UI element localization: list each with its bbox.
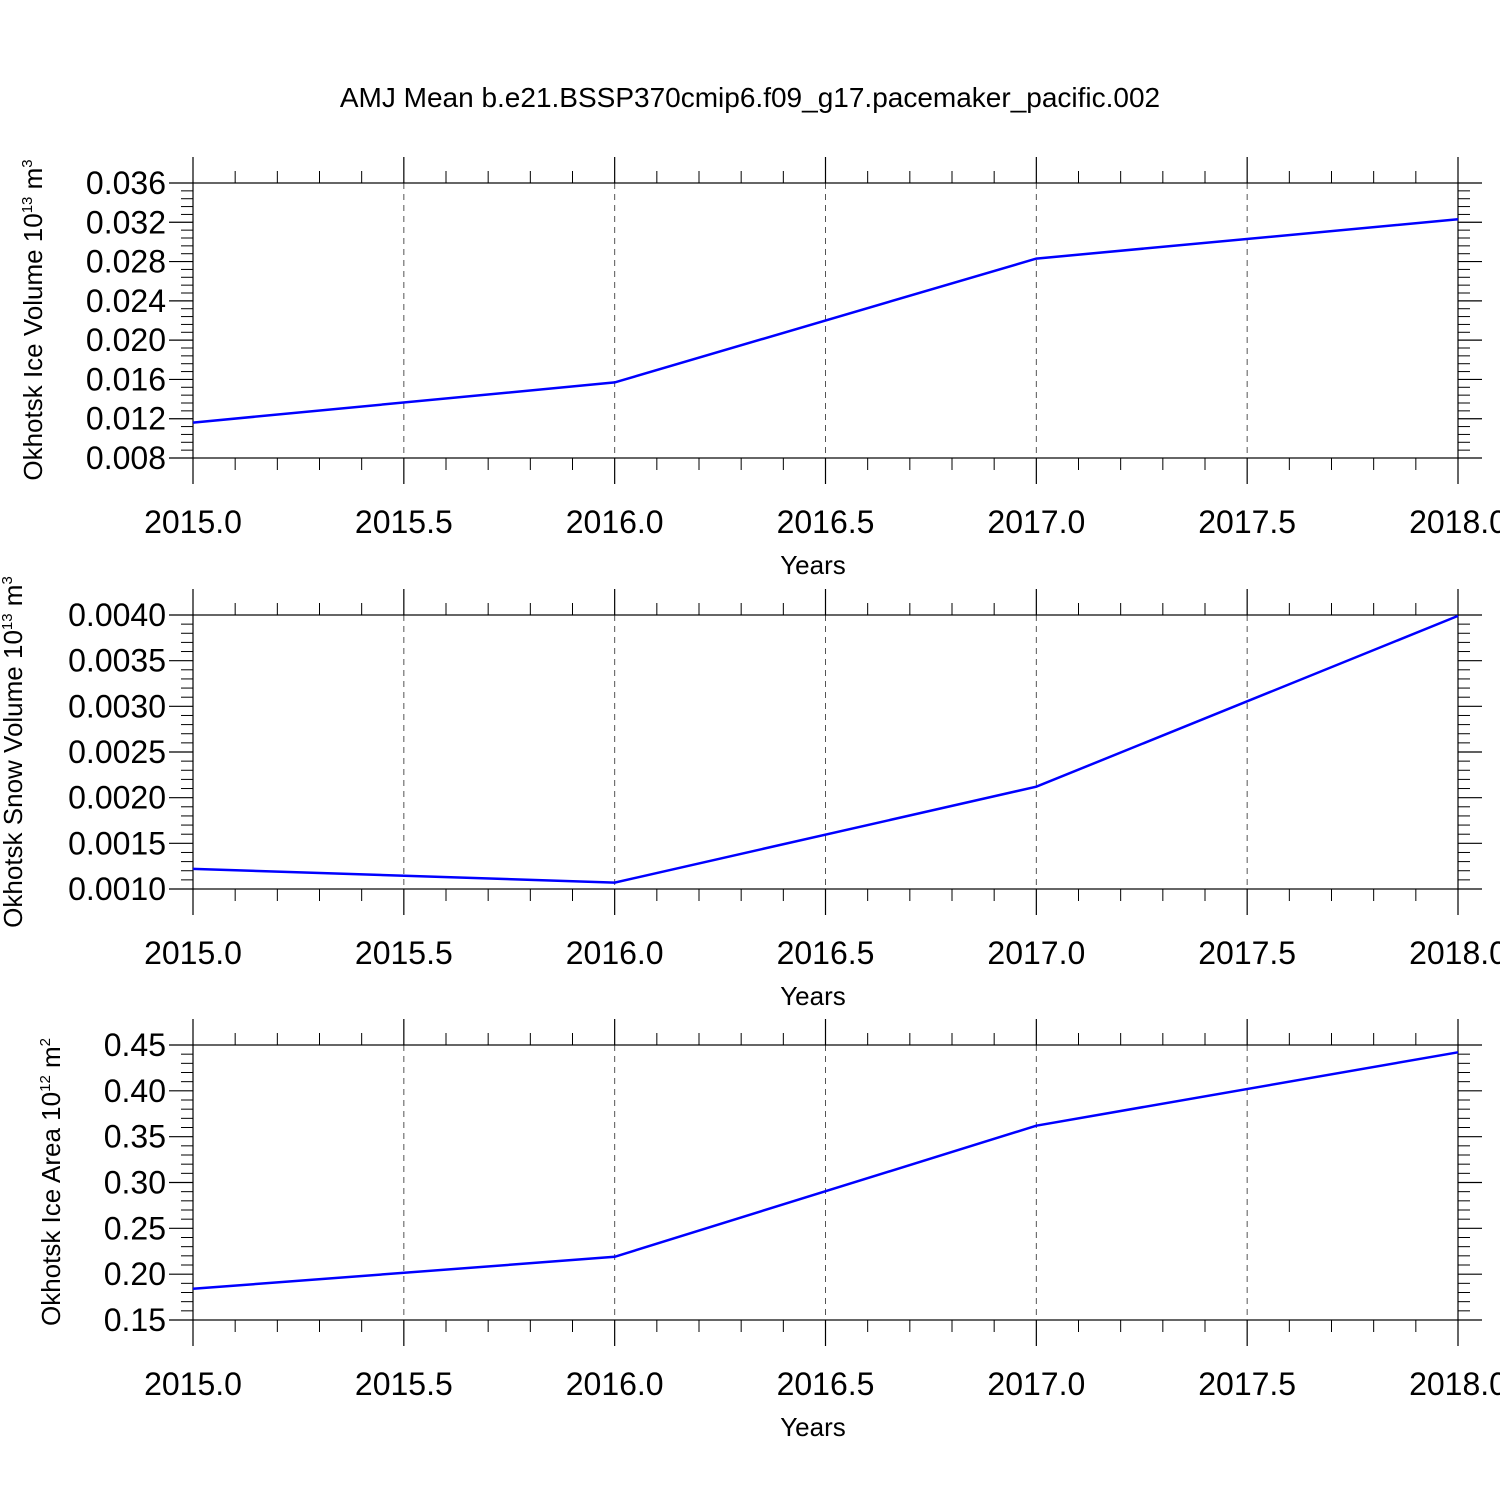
y-tick-label: 0.0040 (68, 597, 166, 633)
panel-snow-volume: Okhotsk Snow Volume 1013 m3 Years 2015.0… (0, 576, 1500, 1011)
x-tick-label: 2016.0 (566, 504, 664, 540)
panel-ice-area: Okhotsk Ice Area 1012 m2 Years 2015.0 201… (36, 1019, 1500, 1442)
y-tick-label: 0.30 (104, 1165, 166, 1201)
y-axis-label: Okhotsk Snow Volume 1013 m3 (0, 576, 28, 928)
x-tick-label: 2015.5 (355, 1366, 453, 1402)
y-tick-label: 0.35 (104, 1119, 166, 1155)
y-tick-label: 0.012 (86, 401, 166, 437)
y-tick-label: 0.40 (104, 1073, 166, 1109)
x-tick-label: 2015.0 (144, 504, 242, 540)
y-tick-label: 0.0010 (68, 871, 166, 907)
x-tick-label: 2015.0 (144, 935, 242, 971)
x-tick-label: 2015.0 (144, 1366, 242, 1402)
y-tick-label: 0.020 (86, 322, 166, 358)
panel-ice-volume: Okhotsk Ice Volume 1013 m3 Years 2015.0 2… (18, 157, 1500, 580)
y-tick-label: 0.0015 (68, 825, 166, 861)
series-line (192, 1051, 1459, 1291)
y-tick-label: 0.0035 (68, 643, 166, 679)
x-tick-label: 2016.5 (777, 504, 875, 540)
series-line (192, 614, 1459, 884)
y-tick-label: 0.20 (104, 1256, 166, 1292)
x-tick-label: 2016.5 (777, 1366, 875, 1402)
y-tick-label: 0.15 (104, 1302, 166, 1338)
y-tick-label: 0.0025 (68, 734, 166, 770)
x-tick-label: 2018.0 (1409, 935, 1500, 971)
chart-title: AMJ Mean b.e21.BSSP370cmip6.f09_g17.pace… (340, 82, 1160, 113)
x-axis-label: Years (780, 1412, 846, 1442)
y-axis-label: Okhotsk Ice Area 1012 m2 (36, 1038, 66, 1326)
x-tick-label: 2017.0 (987, 935, 1085, 971)
y-tick-label: 0.036 (86, 165, 166, 201)
y-tick-label: 0.45 (104, 1027, 166, 1063)
x-axis-label: Years (780, 981, 846, 1011)
x-tick-label: 2018.0 (1409, 504, 1500, 540)
x-tick-label: 2017.5 (1198, 1366, 1296, 1402)
y-tick-label: 0.0020 (68, 780, 166, 816)
x-tick-label: 2017.5 (1198, 504, 1296, 540)
x-tick-label: 2016.0 (566, 1366, 664, 1402)
y-tick-label: 0.008 (86, 440, 166, 476)
x-tick-label: 2016.5 (777, 935, 875, 971)
x-tick-label: 2015.5 (355, 935, 453, 971)
x-tick-label: 2016.0 (566, 935, 664, 971)
x-tick-label: 2018.0 (1409, 1366, 1500, 1402)
y-tick-label: 0.0030 (68, 688, 166, 724)
y-tick-label: 0.25 (104, 1210, 166, 1246)
y-tick-label: 0.028 (86, 244, 166, 280)
x-tick-label: 2017.5 (1198, 935, 1296, 971)
x-axis-label: Years (780, 550, 846, 580)
y-tick-label: 0.024 (86, 283, 166, 319)
y-tick-label: 0.032 (86, 204, 166, 240)
x-tick-label: 2017.0 (987, 1366, 1085, 1402)
x-tick-label: 2015.5 (355, 504, 453, 540)
x-tick-label: 2017.0 (987, 504, 1085, 540)
series-line (192, 218, 1459, 424)
y-axis-label: Okhotsk Ice Volume 1013 m3 (18, 159, 48, 480)
y-tick-label: 0.016 (86, 361, 166, 397)
